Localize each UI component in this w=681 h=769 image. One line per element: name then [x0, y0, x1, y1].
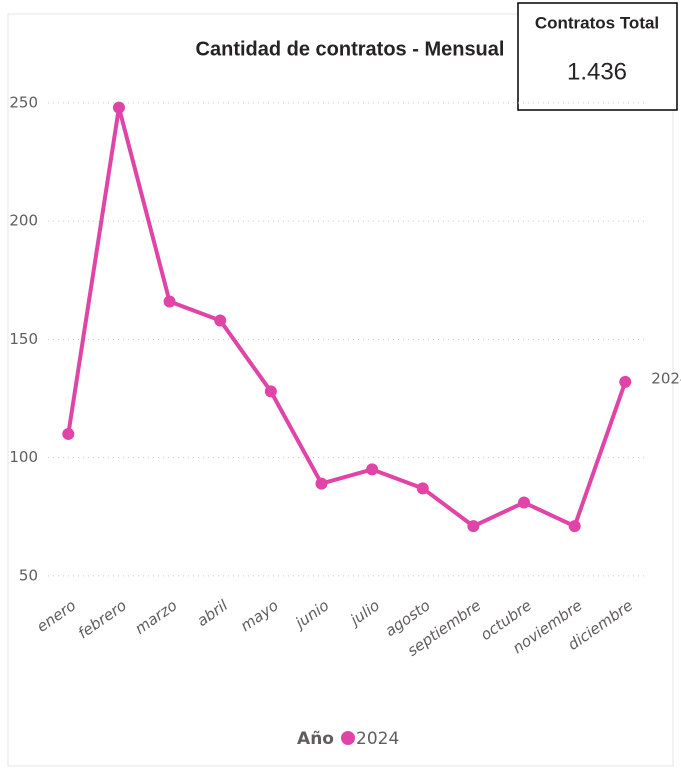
point	[568, 520, 581, 533]
point	[366, 463, 379, 476]
y-tick-label: 250	[9, 93, 38, 111]
y-tick-label: 150	[9, 330, 38, 348]
point	[214, 314, 227, 327]
end-label: 2024	[651, 369, 681, 387]
point	[112, 101, 125, 114]
point	[416, 482, 429, 495]
point	[467, 520, 480, 533]
legend-title: Año	[297, 729, 334, 749]
chart-frame	[7, 13, 674, 767]
point	[619, 375, 632, 388]
card-title: Contratos Total	[535, 13, 659, 32]
point	[518, 496, 531, 509]
point	[62, 427, 75, 440]
y-tick-label: 200	[9, 212, 38, 230]
legend-marker	[341, 731, 355, 745]
y-tick-label: 50	[19, 566, 38, 584]
line	[66, 105, 628, 529]
point	[163, 295, 176, 308]
card	[517, 2, 678, 111]
y-tick-label: 100	[9, 448, 38, 466]
point	[264, 385, 277, 398]
point	[315, 477, 328, 490]
card-value: 1.436	[567, 58, 627, 85]
chart-title: Cantidad de contratos - Mensual	[196, 38, 505, 60]
legend-label: 2024	[356, 729, 399, 749]
